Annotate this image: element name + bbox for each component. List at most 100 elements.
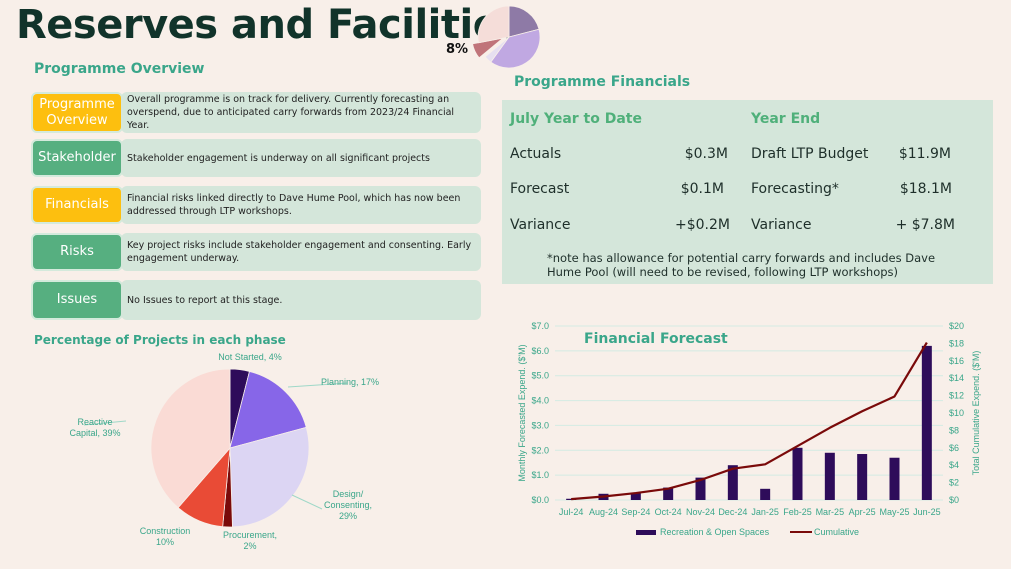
mini-pie-slice xyxy=(472,37,504,59)
legend-line-swatch xyxy=(790,531,812,533)
ye-value-forecasting: $18.1M xyxy=(899,181,952,197)
overview-row-tag: Risks xyxy=(31,233,123,271)
phase-pie-chart: Not Started, 4% Planning, 17% Design/Conse… xyxy=(69,352,379,551)
overview-row-text: Stakeholder engagement is underway on al… xyxy=(121,139,481,177)
overview-row: Issues No Issues to report at this stage. xyxy=(31,280,481,320)
y2-tick-label: $10 xyxy=(949,408,964,418)
x-tick-label: Dec-24 xyxy=(718,507,747,517)
bar-feb-25 xyxy=(792,447,803,500)
legend-line-label: Cumulative xyxy=(814,527,860,537)
legend-bars: Recreation & Open Spaces xyxy=(636,527,769,537)
phase-chart-title: Percentage of Projects in each phase xyxy=(34,333,286,347)
ye-label-budget: Draft LTP Budget xyxy=(751,146,869,162)
x-tick-label: Jan-25 xyxy=(751,507,779,517)
page-title: Reserves and Facilities xyxy=(16,2,523,48)
y-tick-label: $2.0 xyxy=(531,445,549,455)
bar-dec-24 xyxy=(727,465,738,500)
pie-slice-design-consenting xyxy=(229,426,310,528)
x-tick-label: Jun-25 xyxy=(913,507,941,517)
ytd-value-actuals: $0.3M xyxy=(684,146,728,162)
x-tick-label: Jul-24 xyxy=(559,507,584,517)
bar-mar-25 xyxy=(824,452,835,500)
y-tick-label: $7.0 xyxy=(531,321,549,331)
y2-tick-label: $14 xyxy=(949,373,964,383)
overview-row-tag: Financials xyxy=(31,186,123,224)
mini-pie-slice xyxy=(477,5,510,44)
y2-tick-label: $6 xyxy=(949,443,959,453)
x-tick-label: Feb-25 xyxy=(783,507,812,517)
y2-tick-label: $12 xyxy=(949,391,964,401)
pie-data-label: Construction 10% xyxy=(140,526,191,547)
cumulative-line xyxy=(571,341,928,501)
legend-bar-swatch xyxy=(636,529,656,535)
bar-nov-24 xyxy=(695,477,706,500)
bar-jun-25 xyxy=(921,345,932,500)
chart-title: Financial Forecast xyxy=(584,331,728,347)
ytd-label-actuals: Actuals xyxy=(510,146,562,162)
pie-data-label: Planning, 17% xyxy=(321,377,379,387)
ytd-label-forecast: Forecast xyxy=(510,181,570,197)
y2-tick-label: $8 xyxy=(949,425,959,435)
overview-row: Financials Financial risks linked directl… xyxy=(31,186,481,224)
ye-value-variance: + $7.8M xyxy=(895,217,955,233)
financial-forecast-chart: $0.0 $1.0 $2.0 $3.0 $4.0 $5.0 $6.0 $7.0 $0 $2 $4 $6… xyxy=(517,321,981,517)
mini-pie-slice xyxy=(490,28,541,69)
ytd-label-variance: Variance xyxy=(510,217,571,233)
pie-data-label: Not Started, 4% xyxy=(218,352,282,362)
y-axis-title: Monthly Forecasted Expend. ($'M) xyxy=(517,344,527,481)
bar-may-25 xyxy=(889,457,900,500)
y-tick-label: $0.0 xyxy=(531,495,549,505)
ytd-value-variance: +$0.2M xyxy=(675,217,730,233)
overview-row: Stakeholder Stakeholder engagement is und… xyxy=(31,139,481,177)
x-tick-label: Sep-24 xyxy=(621,507,650,517)
pie-leader-line xyxy=(287,382,349,388)
x-tick-label: Nov-24 xyxy=(686,507,715,517)
overview-row-tag: Issues xyxy=(31,280,123,320)
ytd-heading: July Year to Date xyxy=(510,111,642,127)
y2-tick-label: $4 xyxy=(949,460,959,470)
header-mini-pie xyxy=(472,5,541,69)
bar-sep-24 xyxy=(630,492,641,500)
overview-row-text: Financial risks linked directly to Dave … xyxy=(121,186,481,224)
y-tick-label: $6.0 xyxy=(531,346,549,356)
pie-data-label: Reactive Capital, 39% xyxy=(69,417,120,438)
ytd-value-forecast: $0.1M xyxy=(680,181,724,197)
y2-tick-label: $18 xyxy=(949,338,964,348)
financials-panel xyxy=(502,100,993,284)
overview-row: Risks Key project risks include stakehold… xyxy=(31,233,481,271)
overview-row-tag: Stakeholder xyxy=(31,139,123,177)
x-tick-label: Apr-25 xyxy=(849,507,876,517)
pie-slice-planning xyxy=(229,370,307,449)
y2-tick-label: $2 xyxy=(949,478,959,488)
x-tick-label: May-25 xyxy=(879,507,909,517)
bar-oct-24 xyxy=(663,487,674,500)
pie-data-label: Procurement, 2% xyxy=(223,530,277,551)
bar-jul-24 xyxy=(566,498,577,500)
pie-leader-line xyxy=(291,494,323,510)
overview-row: Programme Overview Overall programme is o… xyxy=(31,92,481,133)
overview-row-tag: Programme Overview xyxy=(31,92,123,133)
y-tick-label: $4.0 xyxy=(531,396,549,406)
ye-value-budget: $11.9M xyxy=(898,146,951,162)
mini-pie-slice xyxy=(484,36,510,63)
y-tick-label: $3.0 xyxy=(531,420,549,430)
y2-tick-label: $20 xyxy=(949,321,964,331)
mini-pie-slice xyxy=(508,5,540,38)
year-end-heading: Year End xyxy=(751,111,821,127)
ye-label-forecasting: Forecasting* xyxy=(751,181,839,197)
financials-heading: Programme Financials xyxy=(514,74,691,90)
pie-slice-reactive-capital xyxy=(150,368,231,509)
pie-data-label: Design/Consenting, 29% xyxy=(324,489,372,521)
y-tick-label: $5.0 xyxy=(531,371,549,381)
overview-row-text: No Issues to report at this stage. xyxy=(121,280,481,320)
mini-pie-label: 8% xyxy=(446,42,469,57)
overview-heading: Programme Overview xyxy=(34,61,205,77)
bar-apr-25 xyxy=(857,454,868,500)
overview-row-text: Overall programme is on track for delive… xyxy=(121,92,481,133)
overview-row-text: Key project risks include stakeholder en… xyxy=(121,233,481,271)
legend-line: Cumulative xyxy=(790,527,859,537)
y2-tick-label: $0 xyxy=(949,495,959,505)
x-tick-label: Oct-24 xyxy=(655,507,682,517)
bar-jan-25 xyxy=(760,488,771,500)
x-tick-label: Mar-25 xyxy=(816,507,845,517)
